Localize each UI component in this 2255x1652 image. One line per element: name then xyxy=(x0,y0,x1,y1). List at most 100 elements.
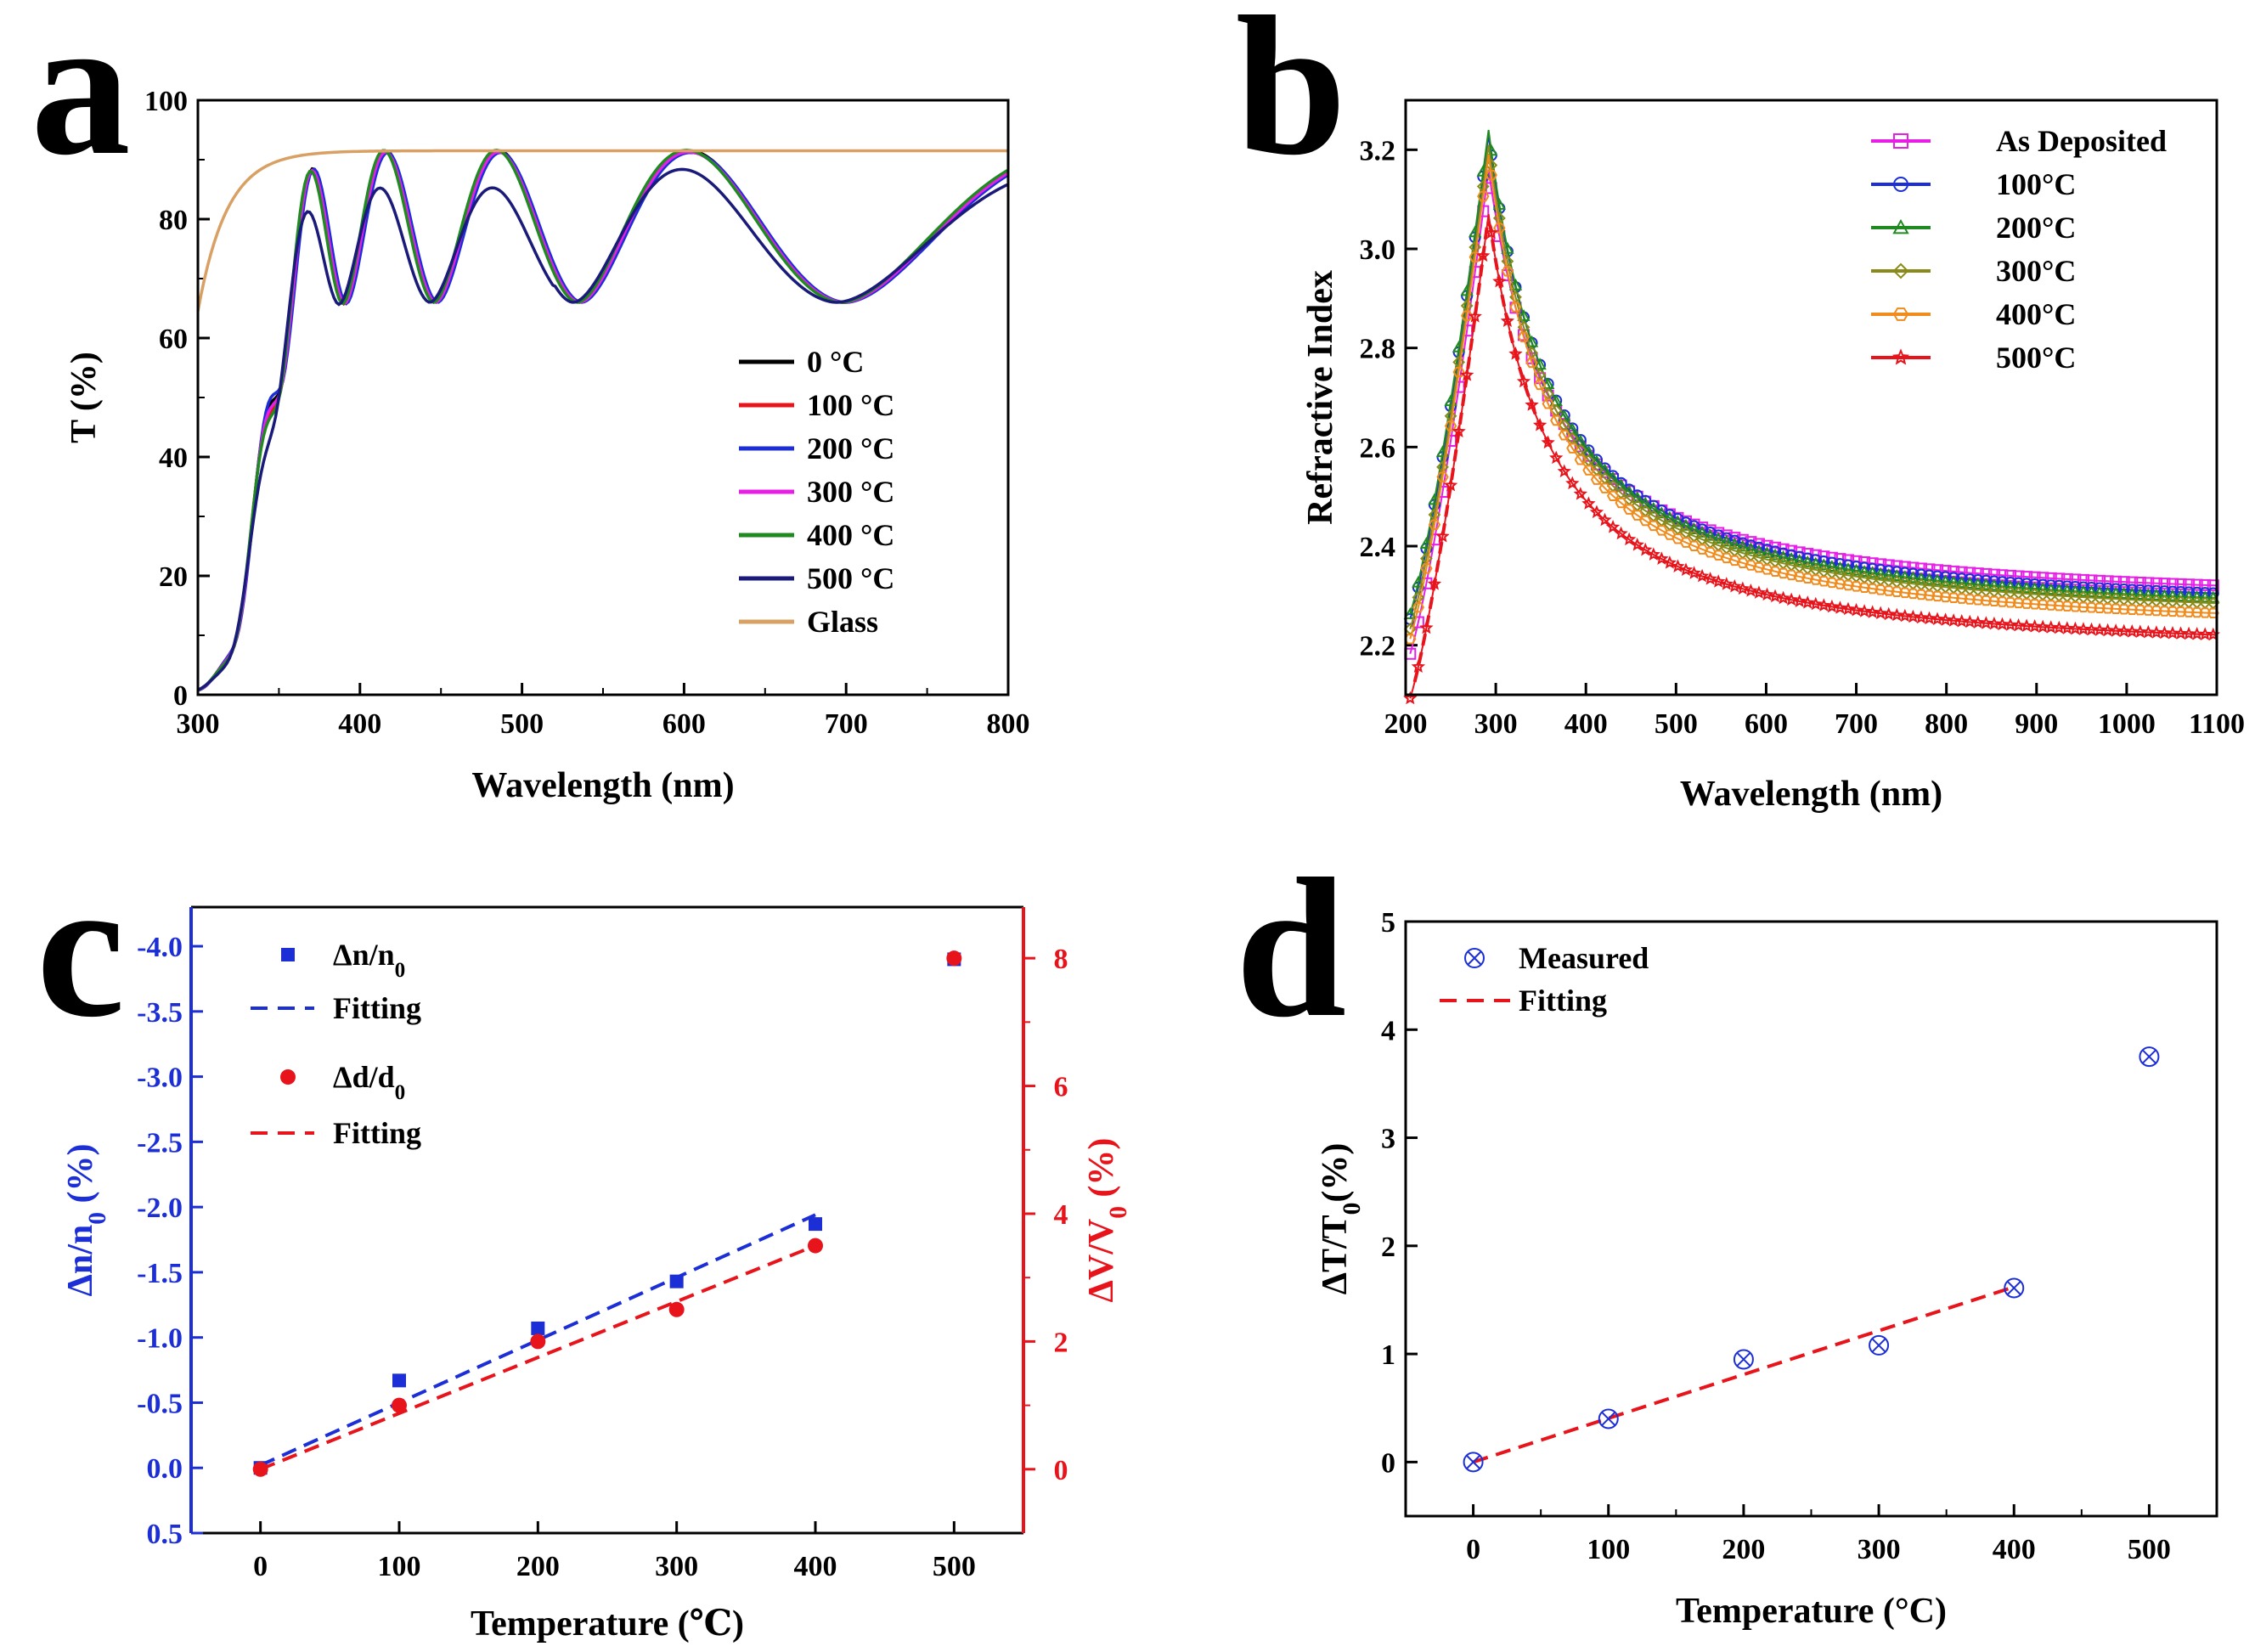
panel-b-point xyxy=(1735,581,1750,595)
panel-b-point xyxy=(1768,566,1782,577)
panel-b-point xyxy=(2069,601,2082,612)
panel-b-point xyxy=(1777,567,1790,579)
panel-b-point xyxy=(1834,578,1846,589)
panel-b-point xyxy=(2110,603,2123,615)
panel-b-point xyxy=(1914,589,1928,600)
panel-b-point xyxy=(1987,595,2001,607)
panel-b-point xyxy=(1638,496,1652,509)
panel-b-legend-marker xyxy=(1893,177,1908,192)
panel-d-point-cross xyxy=(1601,1411,1616,1427)
panel-b-point xyxy=(2182,606,2196,617)
panel-b-point xyxy=(2093,585,2106,598)
panel-d-point-cross xyxy=(2006,1280,2021,1296)
panel-b-point xyxy=(2061,584,2074,596)
panel-b-point xyxy=(1850,581,1863,592)
panel-b-point xyxy=(1752,544,1766,556)
panel-c-ytick-left-label: -2.5 xyxy=(137,1127,183,1159)
panel-b-ytick-label: 3.2 xyxy=(1360,135,1396,166)
panel-d-point xyxy=(2004,1277,2025,1299)
panel-c-ytick-left-label: 0.5 xyxy=(147,1519,183,1550)
panel-c-legend-swatch xyxy=(280,1069,296,1085)
panel-c-legend-label: Fitting xyxy=(333,1116,421,1150)
panel-c-legend-label: Δn/n0 xyxy=(333,938,405,982)
panel-b-point xyxy=(1663,510,1677,523)
panel-b-point xyxy=(2100,586,2115,599)
panel-d-xtick-label: 200 xyxy=(1722,1534,1765,1565)
panel-b-point xyxy=(1907,588,1920,600)
panel-d: d 0 100 200 300 400 500 0 1 2 3 4 5 Temperature (°C) Δ… xyxy=(1236,837,2171,1631)
panel-c-legend-label: Fitting xyxy=(333,991,421,1025)
panel-b-legend-label: 300°C xyxy=(1996,254,2076,288)
panel-b-point xyxy=(2109,586,2123,599)
panel-b-xlabel: Wavelength (nm) xyxy=(1680,775,1942,814)
panel-b-point xyxy=(1979,578,1993,590)
panel-b-point xyxy=(1857,604,1872,617)
panel-c-ytick-left-label: -1.0 xyxy=(137,1323,183,1355)
panel-b-point xyxy=(1841,562,1855,575)
panel-b-point xyxy=(2028,599,2041,610)
panel-b-point xyxy=(1745,560,1757,571)
panel-b-xtick-label: 600 xyxy=(1745,708,1788,740)
panel-b-point xyxy=(1906,609,1920,623)
panel-b-legend-label: 400°C xyxy=(1996,297,2076,331)
panel-b-point xyxy=(1801,555,1814,567)
panel-c-point xyxy=(531,1321,545,1335)
panel-a-legend-label: 0 °C xyxy=(807,345,864,379)
panel-b-point xyxy=(1906,571,1920,584)
panel-b-point xyxy=(1549,450,1564,465)
panel-b-series-line xyxy=(1409,134,2216,620)
panel-b-point xyxy=(1574,454,1587,465)
panel-b-point xyxy=(2134,605,2146,616)
panel-b-point xyxy=(1971,577,1985,589)
panel-b-point xyxy=(1614,526,1628,540)
panel-b-point xyxy=(1841,579,1855,591)
panel-b-legend-marker xyxy=(1892,262,1909,279)
panel-b-point xyxy=(1792,594,1807,607)
panel-b-point xyxy=(1461,310,1474,321)
panel-d-xtick-label: 300 xyxy=(1858,1534,1901,1565)
panel-c-legend-swatch xyxy=(281,948,295,961)
panel-b-point xyxy=(1435,528,1450,543)
panel-b-point xyxy=(1615,497,1627,509)
panel-b-point xyxy=(1566,443,1579,454)
panel-b-point xyxy=(1695,544,1709,555)
panel-d-fit-line xyxy=(1472,1285,2015,1464)
panel-a-letter: a xyxy=(31,0,131,196)
panel-b-ytick-label: 2.6 xyxy=(1360,432,1396,464)
panel-c-ylabel-left: Δn/n0 (%) xyxy=(61,1144,111,1297)
panel-d-legend-label: Measured xyxy=(1519,941,1649,975)
panel-b-point xyxy=(1646,547,1660,561)
panel-c-point xyxy=(668,1301,685,1317)
panel-b-point xyxy=(1866,583,1879,595)
panel-b-point xyxy=(1630,538,1644,551)
panel-b-point xyxy=(1728,578,1742,593)
panel-d-point-ring xyxy=(2139,1046,2160,1068)
panel-a-axes xyxy=(196,99,1010,696)
panel-b-ylabel: Refractive Index xyxy=(1301,270,1340,525)
panel-b-point xyxy=(1881,606,1896,621)
panel-a-ytick-label: 100 xyxy=(144,86,188,117)
panel-b-point xyxy=(1581,496,1596,510)
panel-c-ytick-left-label: -1.5 xyxy=(137,1258,183,1289)
panel-d-point xyxy=(2139,1046,2160,1068)
panel-b-point xyxy=(2174,578,2187,590)
panel-a-xtick-label: 500 xyxy=(500,708,544,740)
panel-b-series-line xyxy=(1409,129,2216,615)
panel-b-point xyxy=(1720,534,1734,547)
panel-b-point xyxy=(1736,557,1750,568)
panel-b-point xyxy=(2052,583,2066,595)
panel-c-ytick-right-label: 8 xyxy=(1054,944,1068,975)
panel-b-point xyxy=(1647,501,1660,514)
panel-b-point xyxy=(2020,598,2033,609)
panel-b-point xyxy=(2134,588,2147,600)
panel-b-point xyxy=(1678,562,1694,577)
panel-b-point xyxy=(1865,605,1880,618)
panel-a-xtick-label: 400 xyxy=(338,708,381,740)
panel-b-point xyxy=(1776,550,1790,562)
panel-b-legend-label: 500°C xyxy=(1996,341,2076,375)
panel-b-point xyxy=(2126,604,2139,615)
panel-d-ytick-label: 1 xyxy=(1381,1339,1395,1371)
panel-b-point xyxy=(1995,579,2010,592)
panel-b-point xyxy=(1914,572,1928,584)
